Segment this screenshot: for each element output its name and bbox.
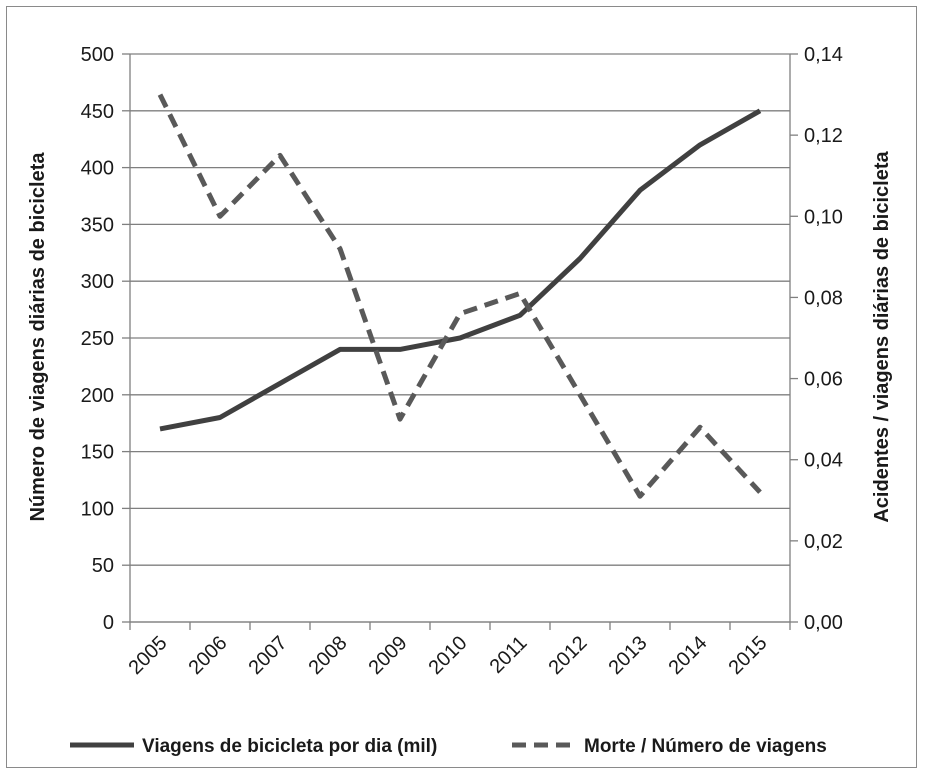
right-tick-label: 0,00 bbox=[804, 612, 843, 634]
left-tick-label: 400 bbox=[81, 158, 114, 180]
legend: Viagens de bicicleta por dia (mil) Morte… bbox=[70, 736, 827, 757]
left-tick-label: 500 bbox=[81, 44, 114, 66]
right-axis-ticks: 0,00 0,02 0,04 0,06 0,08 0,10 0,12 0,14 bbox=[790, 44, 843, 634]
left-tick-label: 100 bbox=[81, 498, 114, 520]
left-tick-label: 250 bbox=[81, 328, 114, 350]
legend-label-series-2: Morte / Número de viagens bbox=[584, 736, 827, 757]
right-tick-label: 0,08 bbox=[804, 287, 843, 309]
left-axis-title: Número de viagens diárias de bicicleta bbox=[27, 152, 49, 522]
legend-label-series-1: Viagens de bicicleta por dia (mil) bbox=[142, 736, 437, 757]
series-lines bbox=[157, 93, 762, 499]
right-tick-label: 0,14 bbox=[804, 44, 843, 66]
left-tick-label: 300 bbox=[81, 271, 114, 293]
chart-frame bbox=[6, 6, 917, 768]
right-tick-label: 0,06 bbox=[804, 369, 843, 391]
x-tick-label: 2007 bbox=[245, 632, 292, 679]
right-tick-label: 0,12 bbox=[804, 125, 843, 147]
left-tick-label: 200 bbox=[81, 385, 114, 407]
left-tick-label: 350 bbox=[81, 214, 114, 236]
x-tick-label: 2008 bbox=[305, 632, 352, 679]
left-axis-ticks: 0 50 100 150 200 250 300 350 400 450 500 bbox=[81, 44, 130, 634]
x-tick-label: 2010 bbox=[425, 632, 472, 679]
right-tick-label: 0,04 bbox=[804, 450, 843, 472]
x-tick-label: 2011 bbox=[486, 632, 532, 678]
x-axis-ticks: 2005 2006 2007 2008 2009 2010 2011 2012 2013 2014… bbox=[125, 622, 791, 679]
x-tick-label: 2006 bbox=[185, 632, 232, 679]
x-tick-label: 2012 bbox=[545, 632, 592, 679]
x-tick-label: 2005 bbox=[125, 632, 172, 679]
left-tick-label: 450 bbox=[81, 101, 114, 123]
right-tick-label: 0,10 bbox=[804, 206, 843, 228]
x-tick-label: 2015 bbox=[725, 632, 772, 679]
right-tick-label: 0,02 bbox=[804, 531, 843, 553]
x-tick-label: 2014 bbox=[665, 632, 712, 679]
series-line-1 bbox=[159, 108, 762, 432]
left-tick-label: 0 bbox=[103, 612, 114, 634]
x-tick-label: 2013 bbox=[605, 632, 652, 679]
series-line-2 bbox=[157, 93, 762, 499]
right-axis-title: Acidentes / viagens diárias de bicicleta bbox=[871, 150, 893, 522]
left-tick-label: 50 bbox=[92, 555, 114, 577]
left-tick-label: 150 bbox=[81, 442, 114, 464]
x-tick-label: 2009 bbox=[365, 632, 412, 679]
